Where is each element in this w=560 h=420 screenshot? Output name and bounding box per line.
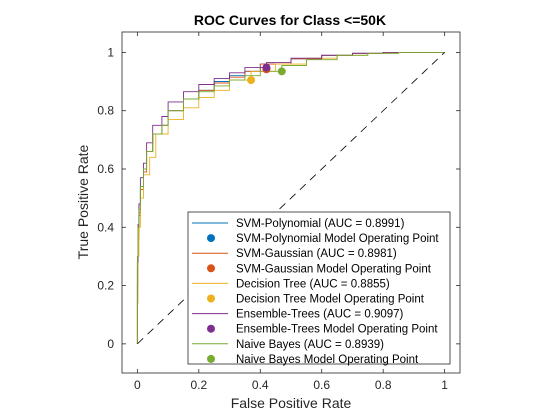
chart-title: ROC Curves for Class <=50K (194, 12, 386, 28)
legend-label: Ensemble-Trees Model Operating Point (236, 324, 438, 336)
legend-marker-swatch (207, 234, 215, 243)
operating-points (247, 63, 286, 85)
legend: SVM-Polynomial (AUC = 0.8991) SVM-Polynom… (187, 211, 451, 366)
x-tick-label: 1 (441, 378, 448, 392)
operating-point-marker-5 (277, 67, 286, 76)
roc-curves (136, 51, 445, 344)
legend-marker-swatch (207, 354, 215, 363)
legend-label: SVM-Polynomial (AUC = 0.8991) (236, 218, 405, 230)
legend-label: Decision Tree (AUC = 0.8855) (236, 278, 390, 290)
legend-marker-swatch (207, 324, 215, 333)
y-axis-ticks: 0 0.2 0.4 0.6 0.8 1 (97, 45, 460, 351)
x-tick-label: 0.4 (252, 378, 269, 392)
legend-marker-swatch (207, 294, 215, 303)
x-axis-ticks: 0 0.2 0.4 0.6 0.8 1 (134, 32, 448, 392)
x-axis-label: False Positive Rate (231, 395, 352, 411)
legend-label: SVM-Polynomial Model Operating Point (236, 233, 439, 245)
legend-marker-swatch (207, 264, 215, 273)
operating-point-marker-3 (247, 76, 256, 85)
legend-label: Ensemble-Trees (AUC = 0.9097) (236, 309, 404, 321)
roc-curve-5 (136, 51, 445, 344)
legend-label: Naive Bayes Model Operating Point (236, 354, 419, 366)
y-tick-label: 0.4 (97, 220, 114, 234)
x-tick-label: 0.8 (375, 378, 392, 392)
y-tick-label: 0.6 (97, 162, 114, 176)
x-tick-label: 0 (134, 378, 141, 392)
legend-items: SVM-Polynomial (AUC = 0.8991) SVM-Polynom… (192, 218, 439, 366)
y-tick-label: 0 (107, 337, 114, 351)
y-tick-label: 1 (107, 45, 114, 59)
axes-box (121, 31, 461, 374)
legend-label: SVM-Gaussian (AUC = 0.8981) (236, 248, 397, 260)
x-tick-label: 0.6 (313, 378, 330, 392)
y-axis-label: True Positive Rate (75, 144, 91, 259)
legend-box (187, 211, 451, 365)
legend-label: SVM-Gaussian Model Operating Point (236, 263, 432, 275)
x-tick-label: 0.2 (190, 378, 207, 392)
legend-label: Naive Bayes (AUC = 0.8939) (236, 339, 384, 351)
y-tick-label: 0.8 (97, 104, 114, 118)
legend-label: Decision Tree Model Operating Point (236, 294, 425, 306)
operating-point-marker-4 (262, 63, 271, 72)
y-tick-label: 0.2 (97, 279, 114, 293)
